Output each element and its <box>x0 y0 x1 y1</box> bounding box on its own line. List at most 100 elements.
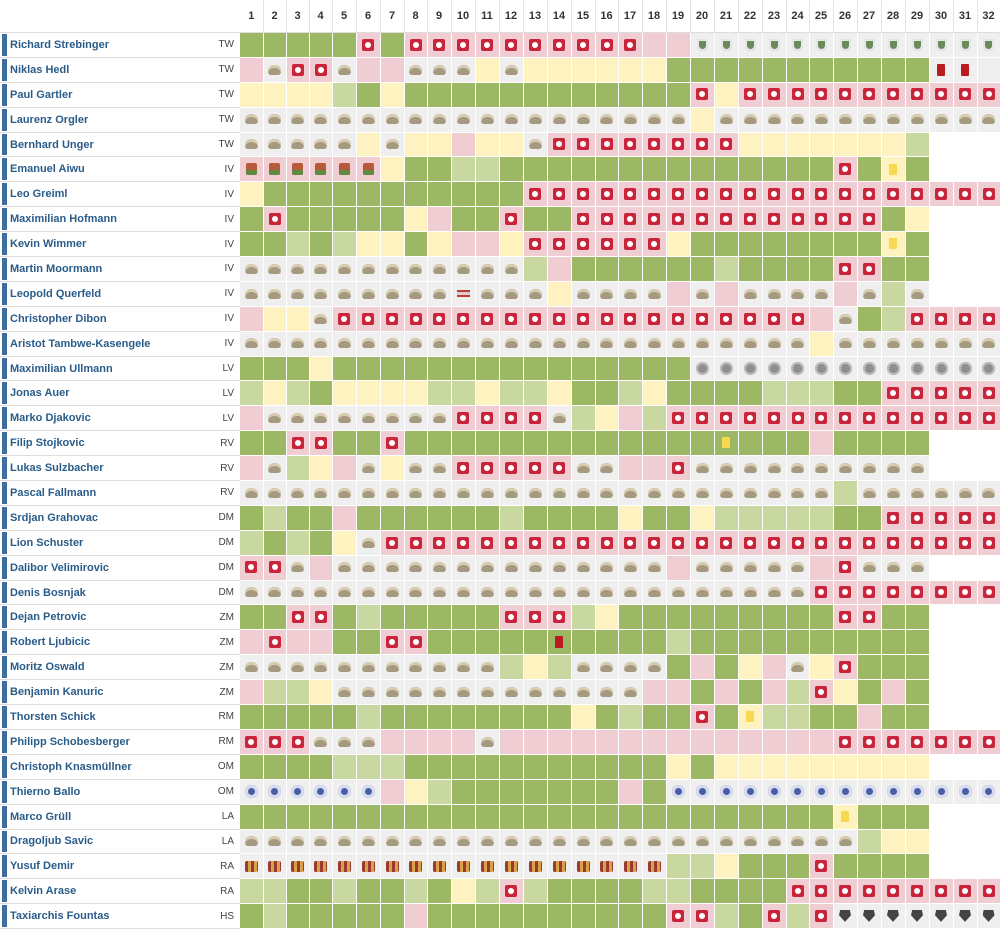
matchday-cell-played-full[interactable] <box>499 779 524 805</box>
matchday-cell-other-club[interactable] <box>475 331 500 357</box>
matchday-cell-other-club[interactable] <box>356 530 381 556</box>
matchday-cell-no-data[interactable] <box>929 829 954 855</box>
matchday-cell-played-full[interactable] <box>451 754 476 780</box>
matchday-cell-substitute-bench[interactable] <box>881 829 906 855</box>
matchday-cell-played-full[interactable] <box>762 156 787 183</box>
matchday-cell-other-club[interactable] <box>499 555 524 581</box>
matchday-cell-not-in-squad[interactable] <box>240 555 264 581</box>
player-name-link[interactable]: Leo Greiml <box>0 181 208 208</box>
matchday-cell-played-full[interactable] <box>309 32 333 58</box>
matchday-cell-played-full[interactable] <box>618 629 643 656</box>
matchday-cell-not-in-squad[interactable] <box>475 32 500 58</box>
matchday-cell-not-in-squad[interactable] <box>905 405 930 432</box>
matchday-cell-played-full[interactable] <box>905 704 930 730</box>
matchday-cell-not-in-squad[interactable] <box>905 580 930 606</box>
matchday-cell-played-full[interactable] <box>475 779 500 805</box>
matchday-cell-not-in-squad[interactable] <box>857 82 882 108</box>
matchday-cell-played-full[interactable] <box>738 903 763 929</box>
matchday-cell-other-club[interactable] <box>714 32 739 58</box>
matchday-cell-no-data[interactable] <box>929 804 954 830</box>
matchday-cell-substitute-bench[interactable] <box>380 82 405 108</box>
matchday-cell-not-in-squad[interactable] <box>809 306 834 332</box>
matchday-cell-played-full[interactable] <box>404 754 428 780</box>
matchday-cell-not-in-squad[interactable] <box>666 32 691 58</box>
matchday-cell-other-club[interactable] <box>595 331 619 357</box>
matchday-cell-played-full[interactable] <box>451 604 476 631</box>
matchday-cell-played-full[interactable] <box>263 604 287 631</box>
matchday-cell-played-full[interactable] <box>642 754 667 780</box>
matchday-cell-played-full[interactable] <box>714 804 739 830</box>
matchday-cell-substitute-bench[interactable] <box>762 754 787 780</box>
matchday-cell-other-club[interactable] <box>547 580 572 606</box>
matchday-cell-played-full[interactable] <box>642 903 667 929</box>
matchday-cell-not-in-squad[interactable] <box>690 729 715 755</box>
matchday-cell-other-club[interactable] <box>618 281 643 307</box>
matchday-cell-other-club[interactable] <box>786 654 810 681</box>
matchday-cell-played-full[interactable] <box>499 804 524 830</box>
matchday-cell-substitute-bench[interactable] <box>905 829 930 855</box>
matchday-cell-not-in-squad[interactable] <box>809 181 834 208</box>
matchday-cell-played-full[interactable] <box>499 156 524 183</box>
player-name-link[interactable]: Christoph Knasmüllner <box>0 754 208 780</box>
matchday-cell-other-club[interactable] <box>881 903 906 929</box>
matchday-cell-played-full[interactable] <box>451 82 476 108</box>
matchday-cell-played-full[interactable] <box>309 754 333 780</box>
matchday-cell-substitute-bench[interactable] <box>786 754 810 780</box>
matchday-cell-played-full[interactable] <box>881 853 906 880</box>
matchday-cell-played-full[interactable] <box>690 430 715 457</box>
matchday-cell-not-in-squad[interactable] <box>380 57 405 83</box>
matchday-cell-substitute-bench[interactable] <box>380 380 405 407</box>
player-name-link[interactable]: Christopher Dibon <box>0 306 208 332</box>
matchday-cell-not-in-squad[interactable] <box>690 903 715 929</box>
matchday-cell-other-club[interactable] <box>905 903 930 929</box>
matchday-cell-other-club[interactable] <box>380 853 405 880</box>
matchday-cell-other-club[interactable] <box>857 107 882 133</box>
matchday-cell-other-club[interactable] <box>571 331 596 357</box>
matchday-cell-played-partial[interactable] <box>762 380 787 407</box>
matchday-cell-other-club[interactable] <box>929 32 954 58</box>
matchday-cell-played-full[interactable] <box>905 679 930 706</box>
matchday-cell-played-full[interactable] <box>666 356 691 382</box>
matchday-cell-played-full[interactable] <box>451 629 476 656</box>
matchday-cell-other-club[interactable] <box>977 32 1000 58</box>
matchday-cell-other-club[interactable] <box>451 829 476 855</box>
matchday-cell-not-in-squad[interactable] <box>240 57 264 83</box>
matchday-cell-played-full[interactable] <box>809 57 834 83</box>
matchday-cell-not-in-squad[interactable] <box>356 57 381 83</box>
matchday-cell-other-club[interactable] <box>451 654 476 681</box>
matchday-cell-other-club[interactable] <box>380 555 405 581</box>
matchday-cell-no-data[interactable] <box>977 455 1000 482</box>
matchday-cell-other-club[interactable] <box>356 729 381 755</box>
matchday-cell-not-in-squad[interactable] <box>929 380 954 407</box>
matchday-cell-played-partial[interactable] <box>738 505 763 531</box>
matchday-cell-other-club[interactable] <box>642 281 667 307</box>
matchday-cell-no-data[interactable] <box>977 132 1000 158</box>
matchday-cell-not-in-squad[interactable] <box>690 206 715 233</box>
matchday-cell-other-club[interactable] <box>929 107 954 133</box>
matchday-cell-other-club[interactable] <box>404 281 428 307</box>
matchday-cell-other-club[interactable] <box>547 555 572 581</box>
matchday-cell-played-partial[interactable] <box>263 878 287 905</box>
matchday-cell-other-club[interactable] <box>427 107 452 133</box>
matchday-cell-other-club[interactable] <box>738 829 763 855</box>
matchday-cell-other-club[interactable] <box>523 853 548 880</box>
matchday-cell-substitute-bench[interactable] <box>547 380 572 407</box>
matchday-cell-other-club[interactable] <box>738 455 763 482</box>
matchday-cell-substitute-bench[interactable] <box>595 405 619 432</box>
matchday-cell-other-club[interactable] <box>595 455 619 482</box>
matchday-cell-not-in-squad[interactable] <box>642 32 667 58</box>
matchday-cell-played-full[interactable] <box>427 704 452 730</box>
matchday-cell-substitute-bench[interactable] <box>666 754 691 780</box>
matchday-cell-not-in-squad[interactable] <box>666 555 691 581</box>
matchday-cell-not-in-squad[interactable] <box>666 405 691 432</box>
matchday-cell-not-in-squad[interactable] <box>427 530 452 556</box>
matchday-cell-played-full[interactable] <box>263 754 287 780</box>
matchday-cell-played-full[interactable] <box>571 82 596 108</box>
matchday-cell-other-club[interactable] <box>263 455 287 482</box>
matchday-cell-no-data[interactable] <box>977 256 1000 282</box>
matchday-cell-played-full[interactable] <box>857 380 882 407</box>
matchday-cell-no-data[interactable] <box>929 132 954 158</box>
player-name-link[interactable]: Jonas Auer <box>0 380 208 407</box>
matchday-cell-other-club[interactable] <box>571 281 596 307</box>
matchday-cell-played-full[interactable] <box>595 804 619 830</box>
